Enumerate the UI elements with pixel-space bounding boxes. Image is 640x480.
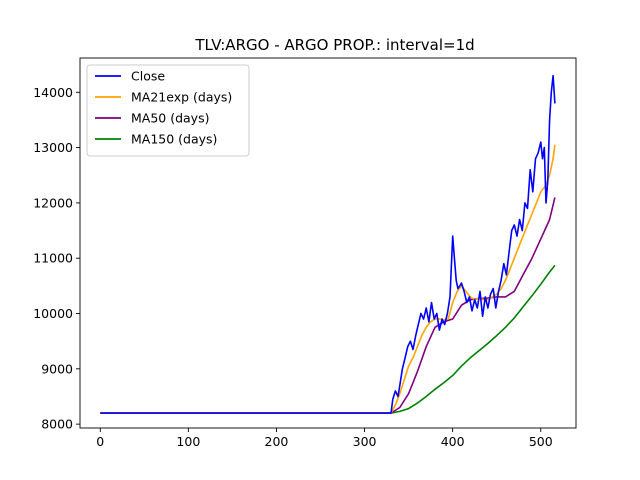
legend-label: Close	[131, 69, 165, 84]
legend-box	[86, 64, 250, 157]
y-tick-label: 14000	[33, 85, 73, 100]
x-tick-label: 200	[265, 434, 289, 449]
series-line-close	[100, 74, 556, 414]
legend-label: MA50 (days)	[131, 111, 209, 126]
legend: Close MA21exp (days) MA50 (days) MA150 (day…	[86, 64, 250, 157]
x-tick-label: 500	[529, 434, 553, 449]
x-tick-label: 100	[176, 434, 200, 449]
y-tick-label: 8000	[41, 417, 73, 432]
series-layer	[100, 74, 556, 414]
axes-layer: 0 100 200 300 400 500 8000 9000 10000 11000 12000 1…	[33, 57, 577, 449]
series-line-ma21exp-days	[100, 144, 556, 414]
legend-label: MA21exp (days)	[131, 90, 232, 105]
y-tick-label: 12000	[33, 195, 73, 210]
y-tick-label: 9000	[41, 361, 73, 376]
x-tick-label: 0	[96, 434, 104, 449]
y-tick-label: 13000	[33, 140, 73, 155]
legend-label: MA150 (days)	[131, 132, 217, 147]
series-line-ma150-days	[100, 264, 556, 414]
y-tick-label: 11000	[33, 251, 73, 266]
plot-frame	[79, 57, 577, 429]
y-tick-label: 10000	[33, 306, 73, 321]
x-tick-label: 300	[353, 434, 377, 449]
chart-title: TLV:ARGO - ARGO PROP.: interval=1d	[194, 36, 474, 54]
x-tick-label: 400	[441, 434, 465, 449]
